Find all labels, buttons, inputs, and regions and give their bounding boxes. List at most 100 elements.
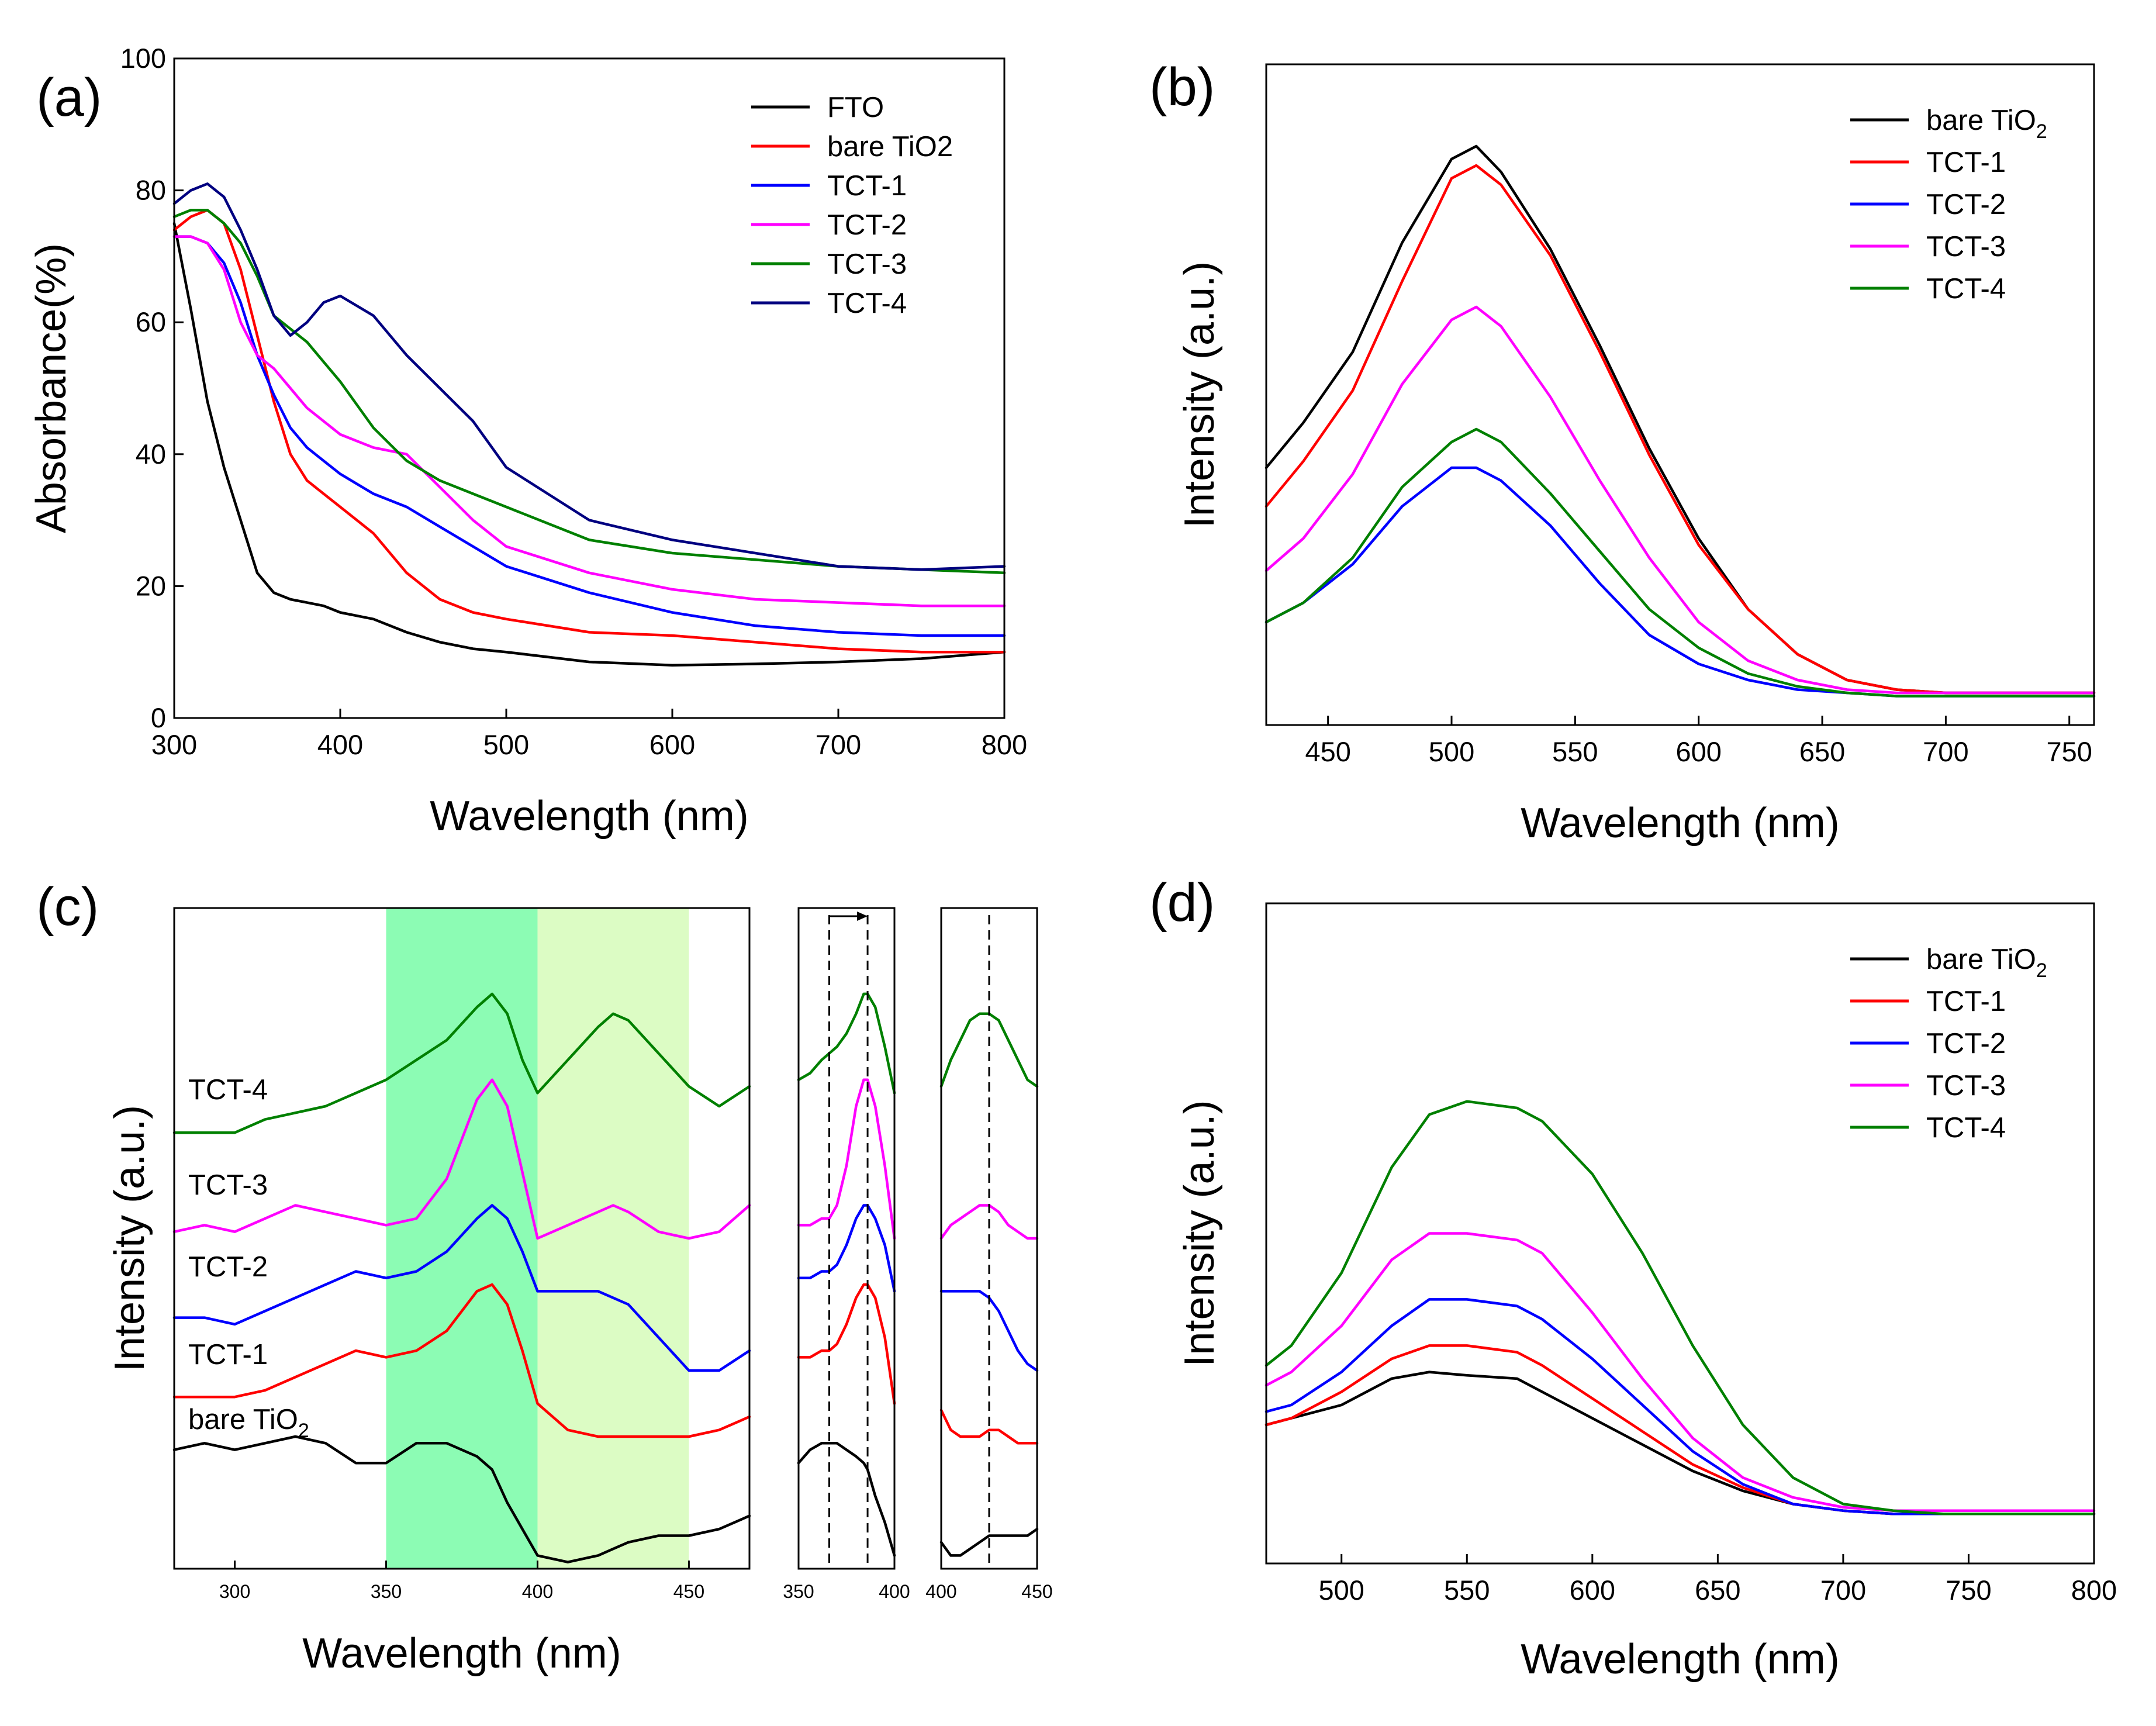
panel-a-series-1 [172,209,1006,654]
panel-d-xtick-label: 750 [1946,1575,1991,1606]
panel-d-series-4 [1264,1100,2096,1516]
panel-c-frame [173,907,751,1570]
panel-c-inset-1-series-1 [797,1283,896,1405]
panel-a-legend-label: bare TiO2 [827,131,953,163]
panel-d-xtick-label: 500 [1319,1575,1364,1606]
panel-a-label: (a) [36,68,102,127]
panel-a-xtick-label: 700 [816,729,861,760]
panel-d-xtick-label: 650 [1695,1575,1740,1606]
panel-c-series-2 [172,1204,751,1372]
panel-c-series-label-1: TCT-1 [188,1339,268,1371]
panel-c-xtick-label: 400 [522,1581,553,1602]
panel-b-xtick-label: 600 [1675,736,1721,767]
panel-d-legend-label: bare TiO2 [1926,944,2047,982]
panel-c-inset-1-series-4 [797,992,896,1095]
panel-b-xtick-label: 750 [2047,736,2092,767]
panel-d-label: (d) [1149,873,1215,933]
panel-b-series-4 [1264,427,2096,698]
panel-b-xlabel: Wavelength (nm) [1521,800,1840,847]
panel-c-label: (c) [36,877,99,937]
panel-a-legend-label: FTO [827,92,884,123]
panel-c-inset-1-frame [797,907,896,1570]
panel-c-band-1 [537,908,689,1569]
panel-c-inset-1-xtick-label: 350 [783,1581,814,1602]
panel-c-inset-2-series-0 [939,1527,1039,1557]
panel-d-legend-label: TCT-4 [1926,1112,2006,1144]
panel-c-series-1 [172,1283,751,1438]
panel-c-xlabel: Wavelength (nm) [302,1630,621,1677]
panel-b-ylabel: Intensity (a.u.) [1176,261,1223,528]
panel-d-series-1 [1264,1344,2096,1516]
panel-a-legend-label: TCT-2 [827,209,907,241]
panel-d-xtick-label: 550 [1444,1575,1490,1606]
panel-c-inset-2-xtick-label: 450 [1021,1581,1052,1602]
panel-b-legend-label-subscript: 2 [2036,120,2047,143]
panel-b-xtick-label: 650 [1799,736,1845,767]
panel-c-xtick-label: 450 [673,1581,704,1602]
panel-a-xlabel: Wavelength (nm) [430,793,749,840]
panel-a-series-2 [172,235,1006,637]
panel-d-legend-label: TCT-2 [1926,1028,2006,1059]
panel-a-xtick-label: 400 [317,729,363,760]
panel-b-legend-label-base: bare TiO [1926,105,2036,136]
panel-d-xtick-label: 700 [1820,1575,1866,1606]
panel-a-xtick-label: 300 [151,729,197,760]
panel-c-xtick-label: 350 [371,1581,402,1602]
panel-b-frame [1265,63,2095,726]
panel-c-series-label-3: TCT-3 [188,1169,268,1201]
panel-b-xtick-label: 550 [1552,736,1598,767]
panel-a-ytick-label: 40 [136,439,166,470]
panel-d-ylabel: Intensity (a.u.) [1176,1100,1223,1366]
panel-d-legend-label: TCT-3 [1926,1070,2006,1102]
panel-c-series-3 [172,1078,751,1240]
panel-d-series-0 [1264,1371,2096,1516]
panel-a-ytick-label: 20 [136,570,166,601]
panel-c-inset-1-series-2 [797,1204,896,1293]
panel-b-xtick-label: 450 [1305,736,1350,767]
panel-a-frame [173,57,1006,719]
panel-c-series-label-4: TCT-4 [188,1074,268,1106]
panel-c-series-label-base: bare TiO [188,1404,298,1435]
panel-c-series-label-subscript: 2 [298,1420,309,1442]
panel-d: 500 550 600 650 700 750 800 Wavelength (nm) Inte… [1149,873,2117,1683]
panel-c-inset-1-series-0 [797,1442,896,1557]
panel-a-series-4 [172,209,1006,575]
panel-d-series-3 [1264,1232,2096,1512]
panel-b: 450 500 550 600 650 700 750 Wavelength (nm) Inte… [1149,57,2096,847]
panel-c-series-0 [172,1435,751,1563]
panel-c-series-4 [172,992,751,1134]
panel-a-legend-label: TCT-4 [827,288,907,319]
panel-c-inset-1-series-3 [797,1078,896,1240]
panel-b-label: (b) [1149,57,1215,117]
panel-a-ytick-label: 0 [151,702,166,733]
panel-b-legend-label: TCT-2 [1926,189,2006,220]
panel-b-xtick-label: 700 [1923,736,1968,767]
panel-a-xtick-label: 500 [483,729,529,760]
panel-a-legend-label: TCT-3 [827,248,907,280]
panel-d-xlabel: Wavelength (nm) [1521,1636,1840,1683]
panel-b-legend-label: TCT-4 [1926,273,2006,305]
panel-c-inset-2: 400 450 [925,907,1053,1602]
panel-c-band-0 [386,908,538,1569]
panel-b-series-0 [1264,144,2096,695]
panel-b-legend-label: bare TiO2 [1926,105,2047,143]
panel-a-ytick-label: 60 [136,306,166,337]
panel-a-series-3 [172,235,1006,607]
shift-arrow-head-icon [857,912,868,921]
panel-a-series-0 [172,222,1006,667]
panel-a-xtick-label: 600 [649,729,695,760]
panel-a-ytick-label: 80 [136,175,166,206]
panel-c-inset-1-xtick-label: 400 [879,1581,910,1602]
panel-c: 300 350 400 450 bare TiO2 TCT-1 TCT-2 TCT-3 TCT-… [36,877,1053,1677]
panel-c-series-label-0: bare TiO2 [188,1404,309,1442]
panel-b-legend-label: TCT-1 [1926,147,2006,178]
panel-b-series-3 [1264,305,2096,695]
panel-c-inset-2-frame [940,907,1038,1570]
panel-a: 300 400 500 600 700 800 0 20 40 60 80 100 Wavelength… [28,43,1027,840]
panel-c-inset-1: 350 400 [783,907,910,1602]
panel-c-xtick-label: 300 [219,1581,250,1602]
panel-d-frame [1265,902,2095,1565]
panel-c-inset-2-series-1 [939,1409,1039,1445]
panel-b-legend-label: TCT-3 [1926,231,2006,263]
